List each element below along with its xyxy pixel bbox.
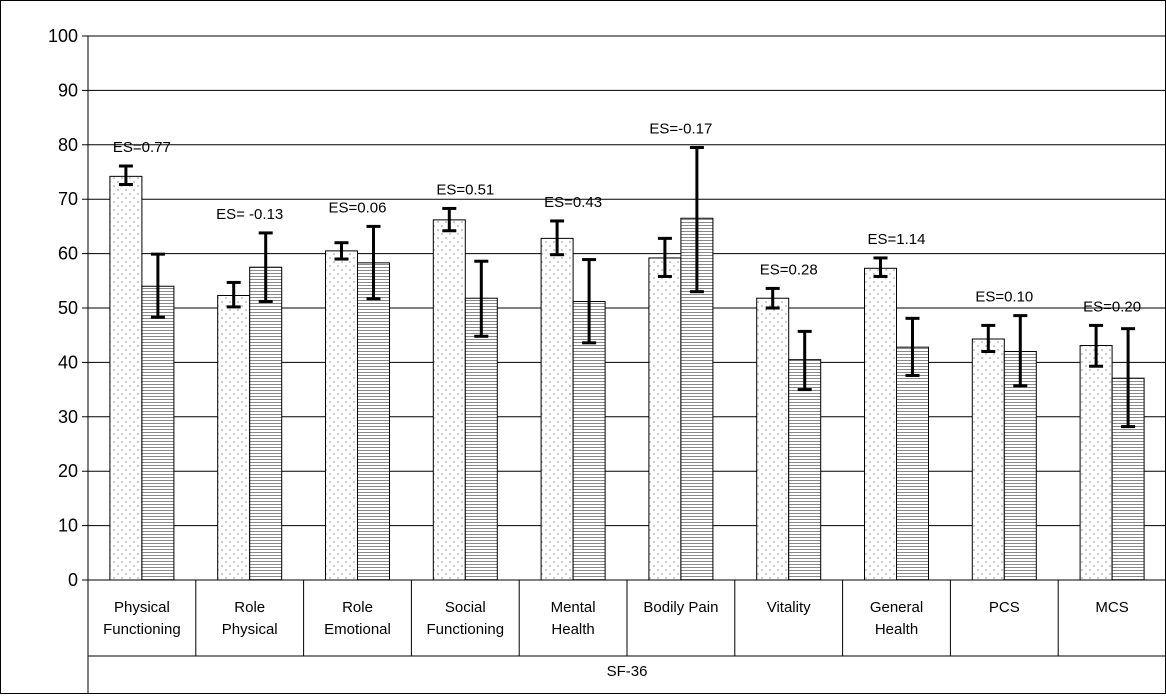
es-annotation: ES=0.10 xyxy=(975,289,1033,306)
bar xyxy=(249,266,283,581)
x-axis-label: SF-36 xyxy=(607,663,648,680)
y-tick-label: 10 xyxy=(58,516,78,536)
es-annotation: ES=0.20 xyxy=(1083,298,1141,315)
x-tick-label: Physical xyxy=(222,621,278,638)
y-tick-label: 60 xyxy=(58,244,78,264)
y-tick-label: 80 xyxy=(58,135,78,155)
y-axis: 0 10 20 30 40 50 60 70 80 90 100 xyxy=(48,26,89,590)
x-tick-label: Vitality xyxy=(767,599,811,616)
x-axis: Physical Functioning Role Physical Role Emoti… xyxy=(87,579,1166,694)
bar xyxy=(896,346,929,581)
bar xyxy=(788,359,822,581)
bar xyxy=(109,175,143,581)
x-tick-label: Bodily Pain xyxy=(643,599,718,616)
bar xyxy=(217,294,251,581)
y-tick-label: 100 xyxy=(48,26,78,46)
annotations: ES=0.77 ES= -0.13 ES=0.06 ES=0.51 ES=0.43 ES=… xyxy=(113,121,1141,316)
y-tick-label: 0 xyxy=(68,570,78,590)
es-annotation: ES=-0.17 xyxy=(649,121,712,138)
bar xyxy=(572,300,606,581)
es-annotation: ES=0.06 xyxy=(329,199,387,216)
bar xyxy=(357,262,390,581)
bar xyxy=(1079,345,1113,581)
es-annotation: ES=0.28 xyxy=(760,261,818,278)
bar xyxy=(971,338,1005,581)
bar xyxy=(464,297,498,581)
y-tick-label: 50 xyxy=(58,298,78,318)
bar xyxy=(325,250,358,581)
es-annotation: ES=0.77 xyxy=(113,139,171,156)
es-annotation: ES=0.43 xyxy=(544,194,602,211)
x-tick-label: PCS xyxy=(989,599,1020,616)
bar xyxy=(141,285,175,581)
x-tick-label: Mental xyxy=(551,599,596,616)
y-tick-label: 40 xyxy=(58,352,78,372)
x-tick-label: Role xyxy=(234,599,265,616)
x-tick-label: Functioning xyxy=(427,621,505,638)
x-tick-label: Health xyxy=(875,621,918,638)
x-tick-label: Social xyxy=(445,599,486,616)
bar xyxy=(864,267,897,581)
error-bars xyxy=(118,146,1136,429)
es-annotation: ES=0.51 xyxy=(436,181,494,198)
bar xyxy=(756,297,790,581)
x-tick-label: Health xyxy=(551,621,594,638)
bar xyxy=(648,257,682,581)
x-tick-label: Physical xyxy=(114,599,170,616)
y-tick-label: 20 xyxy=(58,461,78,481)
bars xyxy=(109,175,1145,581)
y-tick-label: 30 xyxy=(58,407,78,427)
x-tick-label: General xyxy=(870,599,923,616)
x-tick-label: Functioning xyxy=(103,621,181,638)
x-tick-label: Emotional xyxy=(324,621,391,638)
bar xyxy=(1003,351,1037,581)
x-tick-label: MCS xyxy=(1095,599,1128,616)
es-annotation: ES=1.14 xyxy=(868,231,926,248)
y-tick-label: 70 xyxy=(58,189,78,209)
es-annotation: ES= -0.13 xyxy=(216,206,283,223)
y-tick-label: 90 xyxy=(58,80,78,100)
x-tick-label: Role xyxy=(342,599,373,616)
bar xyxy=(432,219,466,581)
bar xyxy=(540,237,574,581)
